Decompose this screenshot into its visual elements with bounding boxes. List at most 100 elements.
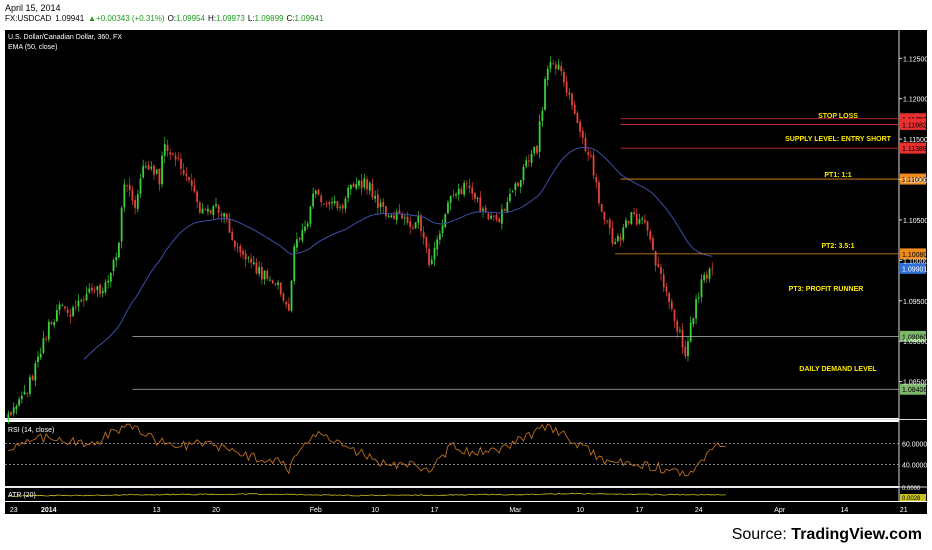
candle-body <box>687 341 689 357</box>
low-label: L: <box>247 14 255 23</box>
y-tick-label: 1.12000 <box>903 97 928 104</box>
candle-body <box>366 179 368 190</box>
candle-body <box>438 233 441 240</box>
candle-body <box>390 215 393 218</box>
x-tick-label: 10 <box>371 507 379 514</box>
candle-body <box>495 215 498 220</box>
candle-body <box>509 193 511 202</box>
candle-body <box>325 203 328 204</box>
candle-body <box>654 251 657 266</box>
candle-body <box>88 288 91 293</box>
candle-body <box>239 246 242 253</box>
price-tag-demand-low <box>900 383 926 395</box>
candle-body <box>689 322 692 342</box>
candle-body <box>374 195 377 199</box>
candle-body <box>646 221 649 231</box>
candle-body <box>64 306 66 309</box>
candle-body <box>134 200 137 208</box>
candle-body <box>506 202 509 212</box>
candle-body <box>363 178 366 188</box>
high-value: 1.09973 <box>215 14 245 23</box>
candle-body <box>592 154 595 176</box>
close-label: C: <box>286 14 295 23</box>
candle-body <box>336 201 339 209</box>
price-tag-label-demand-low: 1.08406 <box>902 387 927 394</box>
candle-body <box>544 78 546 110</box>
price-tag-entry-short <box>900 118 926 130</box>
candle-body <box>15 405 18 409</box>
chart-date: April 15, 2014 <box>5 3 61 13</box>
y-tick-label: 1.11000 <box>903 178 928 185</box>
candle-body <box>420 215 422 231</box>
candle-body <box>616 235 619 242</box>
last-price-tag <box>900 262 926 274</box>
candle-body <box>244 253 247 260</box>
candle-body <box>112 260 115 272</box>
candle-body <box>525 160 528 167</box>
candle-body <box>557 64 560 70</box>
candle-body <box>82 299 85 301</box>
candle-body <box>433 247 436 260</box>
candle-body <box>123 184 126 208</box>
candle-body <box>468 185 471 188</box>
candle-body <box>209 210 212 214</box>
candle-body <box>536 145 538 153</box>
candle-body <box>611 227 614 244</box>
candle-body <box>398 210 401 214</box>
candle-body <box>565 81 568 93</box>
candle-body <box>662 274 665 288</box>
candle-body <box>298 237 301 240</box>
candle-body <box>101 290 104 294</box>
candle-body <box>538 121 541 152</box>
candle-body <box>93 290 96 292</box>
candle-body <box>177 157 180 159</box>
close-value: 1.09941 <box>294 14 324 23</box>
time-axis <box>5 502 927 514</box>
high-label: H: <box>207 14 216 23</box>
candle-body <box>417 215 420 224</box>
candle-body <box>600 203 603 212</box>
candle-body <box>444 214 447 228</box>
candle-body <box>705 274 708 279</box>
candle-body <box>266 270 269 279</box>
candle-body <box>697 297 700 299</box>
candle-body <box>104 282 107 293</box>
candle-body <box>7 413 10 420</box>
candle-body <box>711 267 714 269</box>
candle-body <box>91 287 93 291</box>
y-tick-label: 1.10000 <box>903 258 928 265</box>
x-tick-label: 10 <box>576 507 584 514</box>
candle-body <box>118 242 120 258</box>
price-tag-label-pt2: 1.10080 <box>902 252 927 259</box>
candle-body <box>563 71 565 83</box>
x-tick-label: Apr <box>774 507 786 514</box>
candle-body <box>317 189 320 195</box>
candle-body <box>23 391 26 395</box>
candle-body <box>131 189 134 201</box>
candle-body <box>185 173 188 176</box>
candle-body <box>460 188 463 194</box>
candle-body <box>471 187 474 194</box>
atr-line <box>8 492 726 497</box>
candle-body <box>128 184 131 191</box>
candle-body <box>306 223 309 227</box>
annotation-pt3: PT3: PROFIT RUNNER <box>789 286 864 293</box>
candle-body <box>96 286 99 291</box>
candle-body <box>109 272 112 282</box>
candle-body <box>190 180 193 186</box>
source-prefix: Source: <box>731 526 787 543</box>
price-tag-pt2 <box>900 248 926 260</box>
rsi-title: RSI (14, close) <box>8 427 54 434</box>
candle-body <box>360 180 363 189</box>
candle-body <box>385 206 387 217</box>
candle-body <box>47 321 50 340</box>
candle-body <box>282 293 285 301</box>
candle-body <box>579 121 582 132</box>
candle-body <box>498 218 501 223</box>
x-tick-label: 23 <box>10 507 18 514</box>
candle-body <box>708 268 711 279</box>
candle-body <box>657 264 660 268</box>
candle-body <box>703 275 706 281</box>
candle-body <box>69 314 72 317</box>
